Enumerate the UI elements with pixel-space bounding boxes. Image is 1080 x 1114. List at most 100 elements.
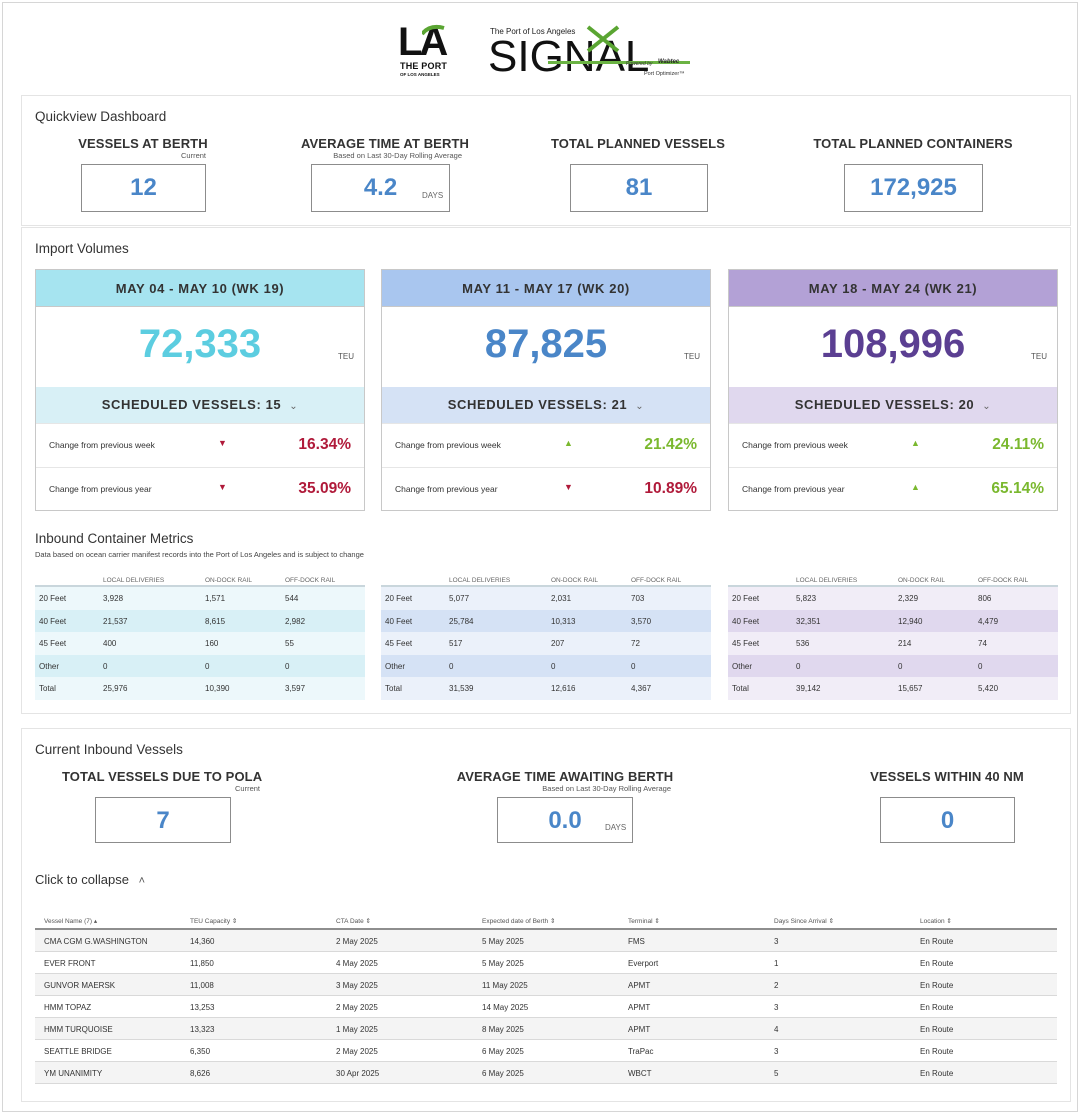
change-value: 35.09% [298,480,351,497]
row-label: 45 Feet [39,639,67,648]
table-row[interactable]: GUNVOR MAERSK 11,008 3 May 2025 11 May 2025… [35,974,1057,996]
table-row[interactable]: HMM TURQUOISE 13,323 1 May 2025 8 May 2025 A… [35,1018,1057,1040]
table-row: 40 Feet 25,784 10,313 3,570 [381,609,711,632]
port-of-la-logo[interactable]: LA THE PORT OF LOS ANGELES [398,22,450,80]
table-cell: 0 [205,661,210,671]
column-header-teu[interactable]: TEU Capacity ⇕ [190,917,237,925]
scheduled-vessels-toggle[interactable]: SCHEDULED VESSELS: 15 ⌄ [36,387,364,423]
arrow-up-icon: ▲ [564,438,573,448]
column-header: ON-DOCK RAIL [205,577,252,584]
metric-value-box: 0.0 DAYS [497,797,633,843]
change-label: Change from previous week [742,440,848,450]
table-cell: 5,420 [978,684,999,693]
import-card-wk21: MAY 18 - MAY 24 (WK 21) 108,996 TEU SCHE… [728,269,1058,511]
quickview-title: Quickview Dashboard [35,109,167,124]
change-label: Change from previous year [49,484,152,494]
berth-date: 5 May 2025 [482,937,524,946]
teu-capacity: 6,350 [190,1047,211,1056]
table-cell: 32,351 [796,616,821,626]
location: En Route [920,1069,954,1078]
signal-logo[interactable]: The Port of Los Angeles SIGNAL Wabtec Po… [488,25,692,81]
days-since-arrival: 1 [774,959,779,968]
scheduled-vessels-toggle[interactable]: SCHEDULED VESSELS: 20 ⌄ [729,387,1057,423]
vessel-name: YM UNANIMITY [44,1069,103,1078]
header-label: Location [920,918,945,925]
table-cell: 2,031 [551,594,572,603]
card-teu-unit: TEU [684,352,700,361]
signal-logo-brand: Wabtec [658,59,680,65]
table-row[interactable]: CMA CGM G.WASHINGTON 14,360 2 May 2025 5 Ma… [35,930,1057,952]
arrow-down-icon: ▼ [218,438,227,448]
table-row: 40 Feet 21,537 8,615 2,982 [35,609,365,632]
card-teu-value: 108,996 [820,322,966,366]
table-row[interactable]: EVER FRONT 11,850 4 May 2025 5 May 2025 Ever… [35,952,1057,974]
table-cell: 74 [978,639,987,648]
table-cell: 72 [631,639,640,648]
column-header-vessel-name[interactable]: Vessel Name (7) ▴ [44,917,97,925]
sort-icon: ⇕ [365,918,371,925]
arrow-down-icon: ▼ [218,482,227,492]
card-teu-value: 87,825 [484,322,608,366]
table-header: LOCAL DELIVERIES ON-DOCK RAIL OFF-DOCK R… [381,574,711,587]
column-header-days-since-arrival[interactable]: Days Since Arrival ⇕ [774,917,834,925]
table-row: Total 25,976 10,390 3,597 [35,677,365,700]
table-cell: 0 [103,661,108,671]
change-label: Change from previous year [742,484,845,494]
inbound-metrics-table-wk21: LOCAL DELIVERIES ON-DOCK RAIL OFF-DOCK R… [728,574,1058,700]
table-row[interactable]: YM UNANIMITY 8,626 30 Apr 2025 6 May 2025 WB… [35,1062,1057,1084]
metric-label: VESSELS WITHIN 40 NM [870,769,1024,784]
table-cell: 55 [285,639,294,648]
cta-date: 4 May 2025 [336,959,378,968]
cta-date: 3 May 2025 [336,981,378,990]
metric-value: 0 [940,807,955,834]
location: En Route [920,1025,954,1034]
table-row[interactable]: SEATTLE BRIDGE 6,350 2 May 2025 6 May 2025 T… [35,1040,1057,1062]
header-label: Terminal [628,918,653,925]
days-since-arrival: 3 [774,937,779,946]
change-value: 10.89% [644,480,697,497]
column-header: ON-DOCK RAIL [551,577,598,584]
table-row: 20 Feet 3,928 1,571 544 [35,587,365,610]
cta-date: 30 Apr 2025 [336,1069,380,1078]
table-row: 45 Feet 536 214 74 [728,632,1058,655]
sort-icon: ⇕ [946,918,952,925]
column-header-location[interactable]: Location ⇕ [920,917,952,925]
days-since-arrival: 2 [774,981,779,990]
table-cell: 0 [796,661,801,671]
metric-label: TOTAL PLANNED CONTAINERS [813,136,1013,151]
terminal: WBCT [628,1069,652,1078]
table-cell: 400 [103,639,117,648]
column-header-cta[interactable]: CTA Date ⇕ [336,917,371,925]
teu-capacity: 13,253 [190,1003,215,1012]
metric-value-box: 0 [880,797,1015,843]
column-header-terminal[interactable]: Terminal ⇕ [628,917,660,925]
table-row: Total 31,539 12,616 4,367 [381,677,711,700]
sort-icon: ⇕ [828,918,835,925]
metric-sub: Current [180,151,206,160]
table-row: 40 Feet 32,351 12,940 4,479 [728,609,1058,632]
column-header-berth-date[interactable]: Expected date of Berth ⇕ [482,917,555,925]
vessel-name: GUNVOR MAERSK [44,981,116,990]
scheduled-vessels-label: SCHEDULED VESSELS: 21 [447,397,628,412]
column-header: LOCAL DELIVERIES [103,577,165,584]
berth-date: 5 May 2025 [482,959,524,968]
header-label: CTA Date [336,918,364,925]
table-cell: 21,537 [103,616,128,626]
collapse-toggle[interactable]: Click to collapse ˄ [35,872,145,887]
table-row: 20 Feet 5,823 2,329 806 [728,587,1058,610]
table-cell: 0 [898,661,903,671]
table-cell: 536 [796,639,810,648]
scheduled-vessels-label: SCHEDULED VESSELS: 20 [794,397,975,412]
scheduled-vessels-toggle[interactable]: SCHEDULED VESSELS: 21 ⌄ [382,387,710,423]
berth-date: 6 May 2025 [482,1069,524,1078]
location: En Route [920,959,954,968]
table-cell: 5,823 [796,594,817,603]
table-cell: 2,982 [285,616,306,626]
table-row: Other 0 0 0 [35,654,365,677]
table-row[interactable]: HMM TOPAZ 13,253 2 May 2025 14 May 2025 APMT… [35,996,1057,1018]
table-cell: 2,329 [898,594,919,603]
table-cell: 10,313 [551,616,576,626]
metric-value-box: 4.2 DAYS [311,164,450,212]
metric-sub: Current [234,784,260,793]
chevron-down-icon: ⌄ [289,401,299,412]
